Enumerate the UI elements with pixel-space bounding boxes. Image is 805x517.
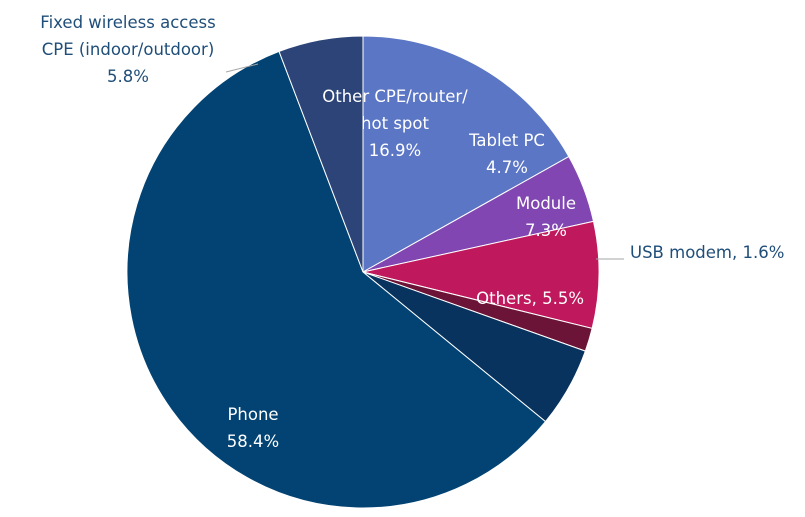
- slice-label-line: 4.7%: [486, 158, 528, 177]
- slice-label-line: USB modem, 1.6%: [630, 243, 784, 262]
- slice-label: Others, 5.5%: [476, 289, 584, 308]
- slice-label-line: Other CPE/router/: [322, 87, 468, 106]
- slice-label-line: 5.8%: [107, 67, 149, 86]
- slice-label-line: Others, 5.5%: [476, 289, 584, 308]
- leader-line: [225, 63, 259, 73]
- pie-slice-fixed-wireless-access-cpe-indoor-outdoor: [278, 35, 364, 273]
- pie-slice-module: [362, 220, 600, 330]
- slice-label: Phone 58.4%: [227, 405, 279, 451]
- slice-label-line: hot spot: [361, 114, 429, 133]
- slice-label: Tablet PC 4.7%: [468, 131, 545, 177]
- slice-label-line: 16.9%: [369, 141, 421, 160]
- slice-label-line: Phone: [227, 405, 278, 424]
- pie-slice-other-cpe-router-hot-spot: [362, 35, 570, 273]
- slice-label: Other CPE/router/hot spot 16.9%: [322, 87, 468, 160]
- slice-label-line: Module: [516, 194, 576, 213]
- pie-slice-phone: [126, 50, 547, 509]
- slice-label-line: Tablet PC: [468, 131, 545, 150]
- pie-slices: [126, 35, 600, 509]
- leader-lines: [225, 63, 624, 260]
- slice-label-line: 7.3%: [525, 221, 567, 240]
- slice-labels: Other CPE/router/hot spot 16.9% Tablet PC 4…: [40, 13, 784, 451]
- slice-label-line: CPE (indoor/outdoor): [42, 40, 215, 59]
- slice-label: Fixed wireless access CPE (indoor/outdoor…: [40, 13, 215, 86]
- slice-label-line: Fixed wireless access: [40, 13, 215, 32]
- slice-label: USB modem, 1.6%: [630, 243, 784, 262]
- slice-label: Module 7.3%: [516, 194, 576, 240]
- slice-label-line: 58.4%: [227, 432, 279, 451]
